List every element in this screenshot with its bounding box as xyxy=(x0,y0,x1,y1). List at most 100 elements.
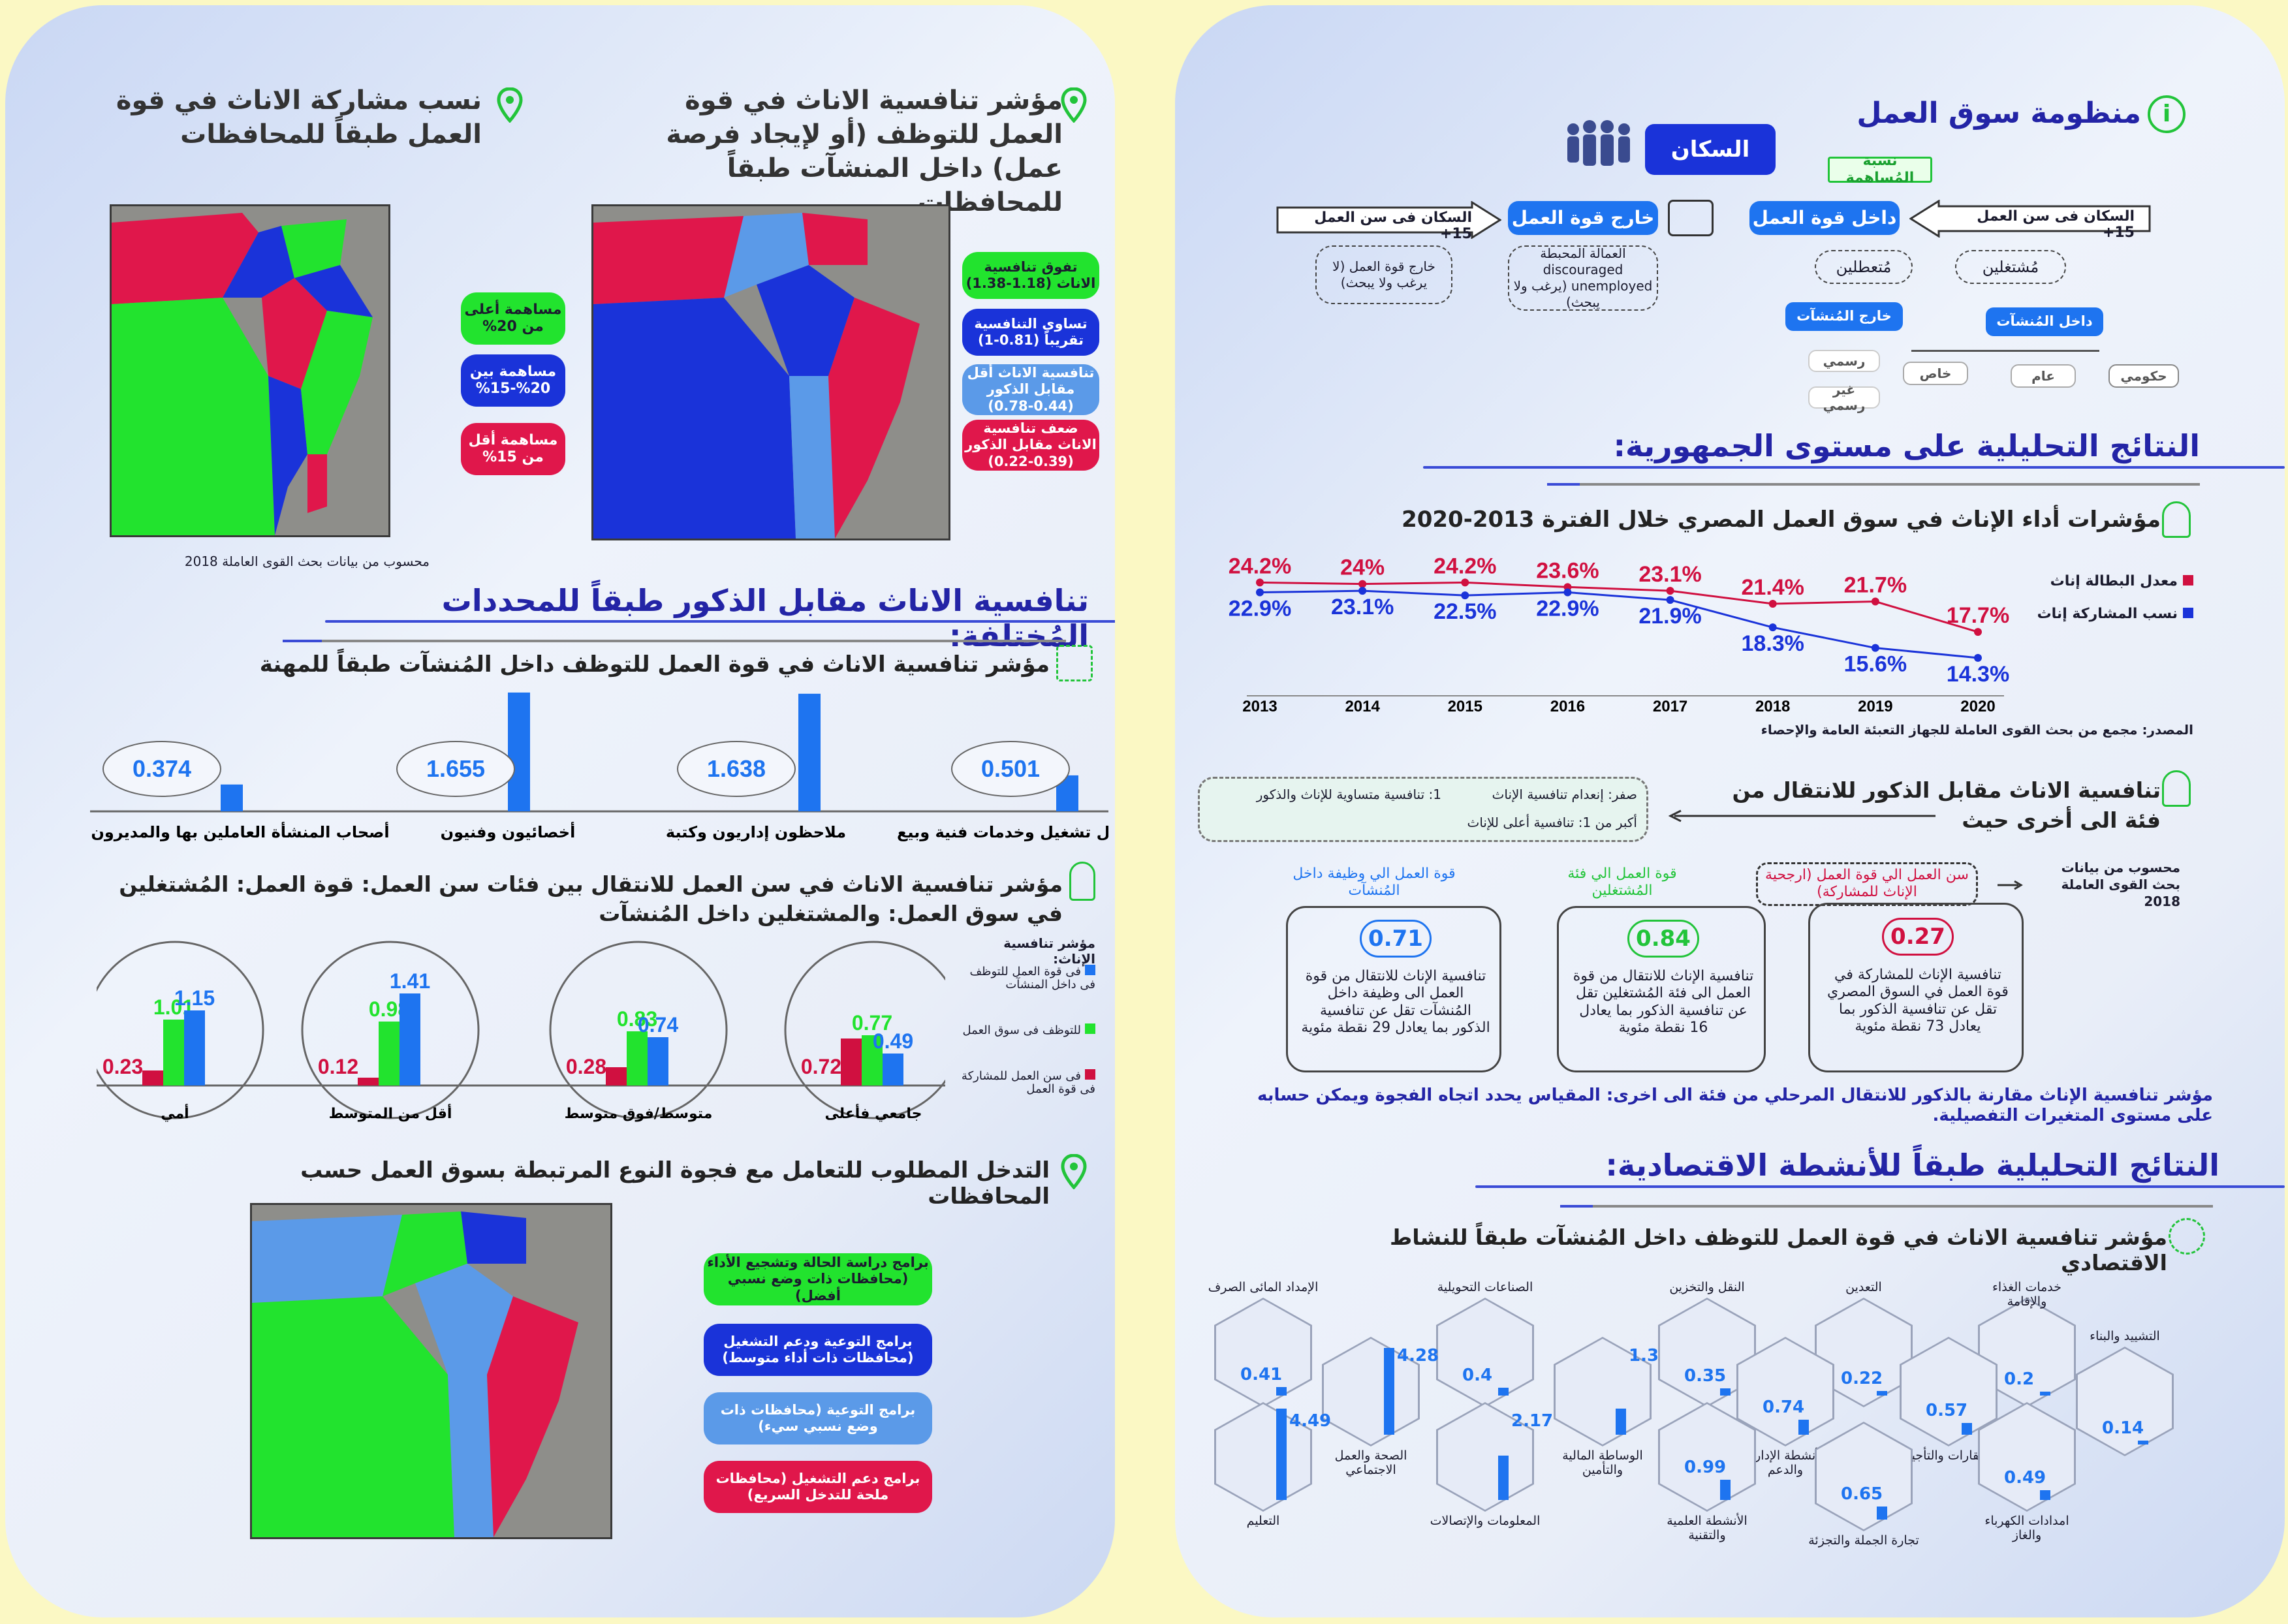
category-label: جامعي فأعلى xyxy=(824,1103,922,1122)
category-label: أمي xyxy=(161,1103,189,1122)
dotted-separator xyxy=(283,640,1066,642)
legend-text: للتوظف فى سوق العمل xyxy=(962,1023,1081,1037)
left-panel: مؤشر تنافسية الاناث في قوة العمل للتوظف … xyxy=(5,5,1115,1617)
occupation-bar-chart: 0.501 عمال تشغيل وخدمات فنية وبيع 1.638 ملا… xyxy=(90,692,1108,841)
bar xyxy=(142,1070,163,1085)
data-label: 18.3% xyxy=(1742,631,1804,656)
map-source: محسوب من بيانات بحث القوى العاملة 2018 xyxy=(184,554,430,569)
legend-text: فى سن العمل للمشاركة فى قوة العمل xyxy=(961,1069,1095,1096)
def-zero: صفر: إنعدام تنافسية الإناث xyxy=(1492,787,1637,802)
bar xyxy=(648,1037,668,1085)
bar xyxy=(379,1022,400,1085)
section-underline xyxy=(325,620,1115,623)
activity-hex xyxy=(1436,1298,1534,1407)
bar xyxy=(841,1038,862,1085)
data-label: 22.5% xyxy=(1434,599,1496,624)
outside-labor-force-box: خارج قوة العمل xyxy=(1508,201,1658,235)
category-label: التشييد والبناء xyxy=(2090,1329,2160,1343)
perf-legend-unemp: معدل البطالة إناث xyxy=(2011,573,2193,589)
performance-line-chart: 2013 2014 2015 2016 2017 2018 2019 2020 24.2% 24%… xyxy=(1229,554,2009,715)
data-point xyxy=(1256,588,1264,597)
series-line xyxy=(1259,581,1979,633)
bar xyxy=(1498,1387,1509,1396)
economic-activities-hex-chart: 0.2 خدمات الغذاء والإقامة 0.22 التعدين 0.35 ا… xyxy=(1175,1272,2285,1548)
legend-text: فى قوة العمل للتوظف فى داخل المنشآت xyxy=(969,965,1095,992)
trans-card-3: 0.71 تنافسية الإناث للانتقال من قوة العم… xyxy=(1286,906,1501,1072)
age-legend-red: فى سن العمل للمشاركة فى قوة العمل xyxy=(952,1069,1095,1096)
value-bubble xyxy=(396,741,515,797)
data-label: 4.49 xyxy=(1289,1411,1332,1431)
x-tick-label: 2019 xyxy=(1858,698,1892,715)
data-label: 0.23 xyxy=(102,1055,143,1078)
data-point xyxy=(1974,653,1982,662)
intervention-red: برامج دعم التشغيل (محافظات ملحة للتدخل ا… xyxy=(704,1461,932,1513)
category-label: تجارة الجملة والتجزئة xyxy=(1808,1533,1919,1548)
data-point xyxy=(1666,596,1674,604)
age-legend-title: مؤشر تنافسية الإناث: xyxy=(1003,935,1095,967)
pop15-label-right: السكان فى سن العمل 15+ xyxy=(1977,208,2135,241)
category-label: متوسط/فوق متوسط xyxy=(565,1106,713,1122)
bar xyxy=(1877,1391,1887,1396)
right-panel: منظومة سوق العمل i السكان نسبة المُساهمة… xyxy=(1175,5,2285,1617)
category-ring xyxy=(97,941,264,1119)
egypt-participation-map xyxy=(110,204,390,537)
data-label: 23.6% xyxy=(1536,558,1599,583)
intervention-title: التدخل المطلوب للتعامل مع فجوة النوع الم… xyxy=(300,1157,1050,1210)
legend-swatch-red xyxy=(1085,1069,1095,1080)
map2-title: مؤشر تنافسية الاناث في قوة العمل للتوظف … xyxy=(666,86,1063,217)
legend-swatch-red xyxy=(2183,575,2193,586)
legend-superior: تفوق تنافسية الاناث (1.18-1.38) xyxy=(962,252,1099,299)
bar xyxy=(400,993,420,1085)
age-chart-title: مؤشر تنافسية الاناث في سن العمل للانتقال… xyxy=(119,871,1063,926)
participation-label: نسبة المُساهمة xyxy=(1828,153,1932,186)
data-label: 1.655 xyxy=(426,755,485,782)
info-search-icon: i xyxy=(2148,95,2186,133)
data-label: 0.74 xyxy=(1763,1397,1805,1417)
data-label: 0.65 xyxy=(1841,1484,1883,1504)
bar xyxy=(2040,1391,2050,1396)
category-label: النقل والتخزين xyxy=(1669,1280,1745,1294)
category-label: التعليم xyxy=(1246,1514,1280,1528)
data-label: 1.41 xyxy=(390,969,430,993)
x-tick-label: 2014 xyxy=(1345,698,1380,715)
intervention-green: برامج دراسة الحالة وتشجيع الأداء (محافظا… xyxy=(704,1253,932,1305)
data-point xyxy=(1358,587,1367,595)
people-network-icon xyxy=(2169,1218,2205,1255)
data-point xyxy=(1871,644,1879,652)
legend-text: نسب المشاركة إناث xyxy=(2037,606,2178,622)
definition-box: صفر: إنعدام تنافسية الإناث 1: تنافسية مت… xyxy=(1198,777,1648,842)
bar xyxy=(1498,1456,1509,1500)
x-tick-label: 2016 xyxy=(1550,698,1585,715)
data-label: 0.49 xyxy=(873,1029,913,1053)
category-label: الأنشطة العلمية والتقنية xyxy=(1667,1514,1747,1542)
data-label: 24.2% xyxy=(1434,554,1496,578)
data-label: 17.7% xyxy=(1947,603,2009,628)
data-label: 23.1% xyxy=(1331,595,1394,619)
category-label: الصناعات التحويلية xyxy=(1437,1280,1533,1294)
data-label: 0.14 xyxy=(2102,1418,2144,1438)
activity-hex xyxy=(1978,1402,2076,1512)
private-box: خاص xyxy=(1903,362,1968,385)
x-tick-label: 2017 xyxy=(1653,698,1687,715)
bar xyxy=(358,1078,379,1085)
data-label: 14.3% xyxy=(1947,662,2009,687)
data-label: 1.15 xyxy=(174,986,215,1010)
data-label: 0.35 xyxy=(1684,1366,1727,1386)
category-label: امدادات الكهرباء والغاز xyxy=(1984,1514,2069,1542)
data-point xyxy=(1461,578,1469,587)
data-label: 15.6% xyxy=(1844,652,1907,677)
data-label: 23.1% xyxy=(1638,562,1701,587)
perf-source: المصدر: مجمع من بحث القوى العاملة للجهاز… xyxy=(1761,722,2193,738)
category-ring xyxy=(549,941,728,1119)
dotted-separator xyxy=(1560,1205,2213,1208)
trans-value-3: 0.71 xyxy=(1360,920,1432,958)
formal-box: رسمي xyxy=(1808,350,1880,372)
bar xyxy=(163,1020,184,1085)
bar xyxy=(862,1035,883,1085)
bar xyxy=(1616,1408,1626,1435)
arrow-left-pop15 xyxy=(1276,200,1502,240)
activity-hex xyxy=(1436,1402,1534,1512)
outside-establishments: خارج المُنشآت xyxy=(1785,302,1903,331)
category-label: أخصائيون وفنيون xyxy=(441,822,576,841)
people-group-icon xyxy=(1560,116,1638,181)
